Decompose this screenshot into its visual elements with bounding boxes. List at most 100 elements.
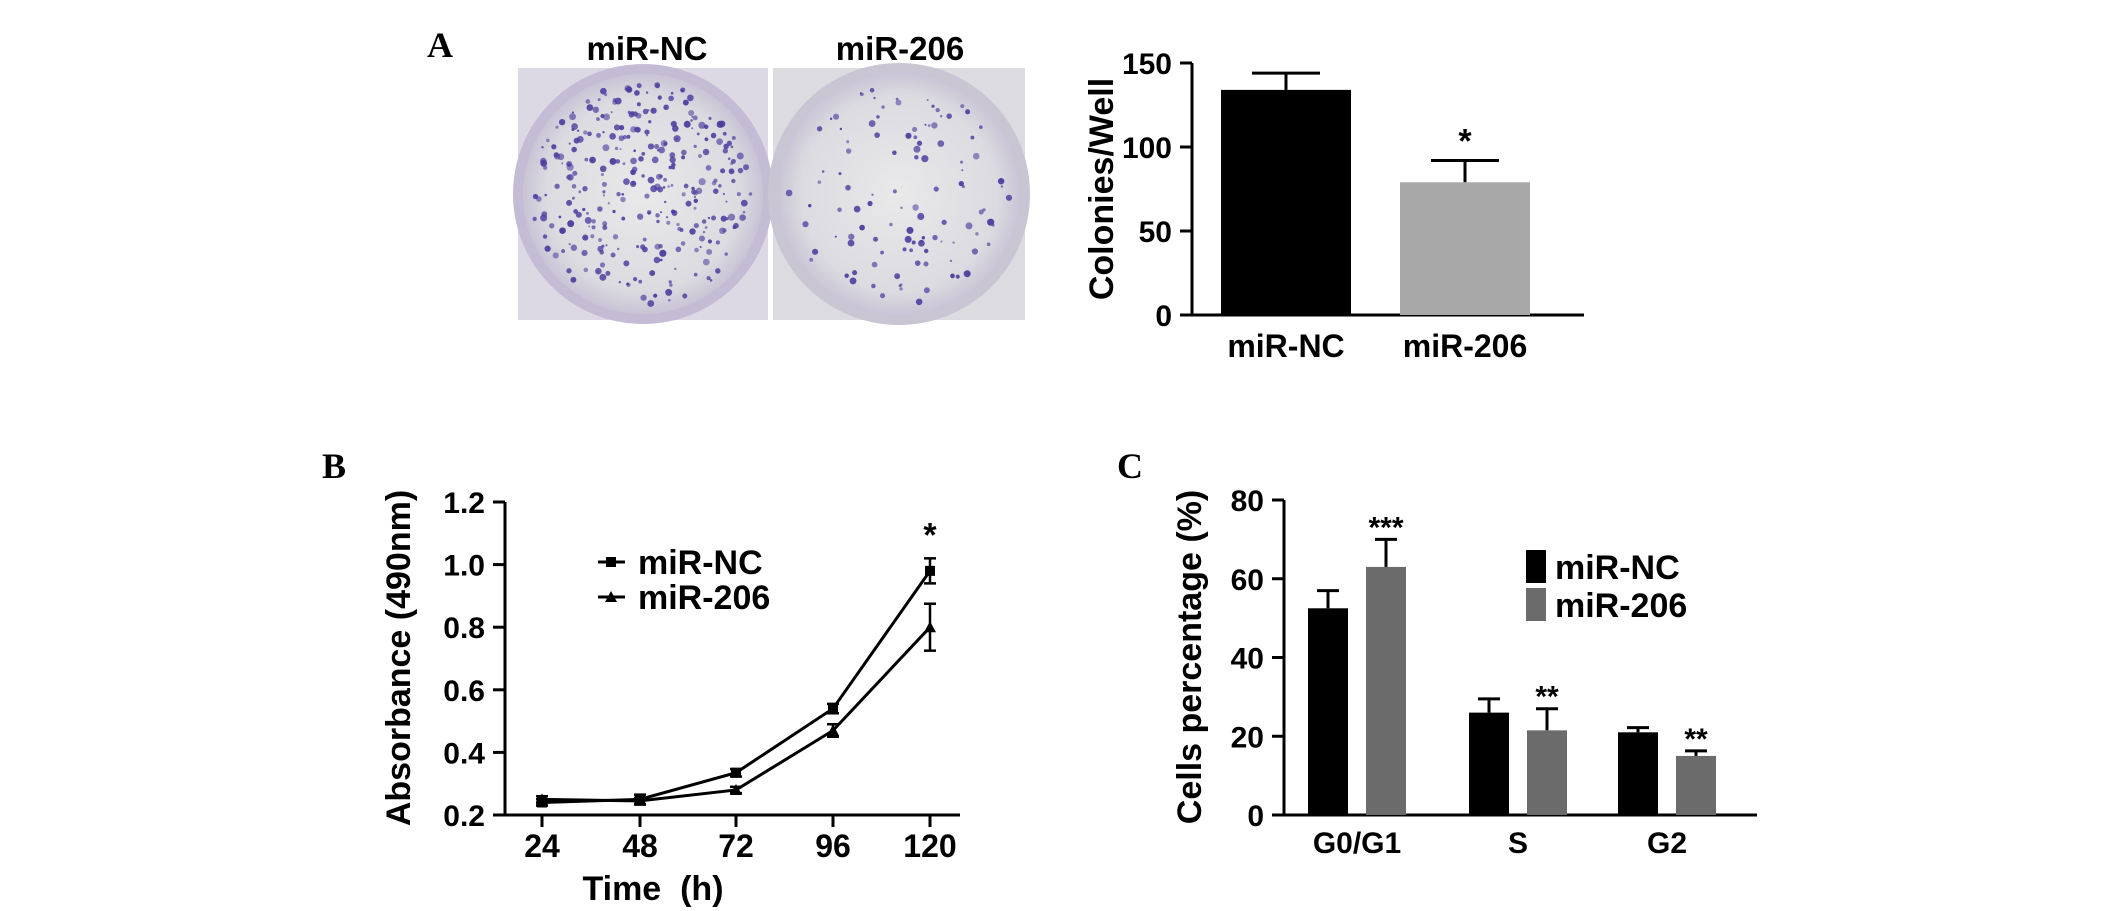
colony-dot (602, 194, 606, 197)
colony-dot (817, 180, 822, 184)
colony-dot (602, 130, 605, 134)
colony-dot (802, 221, 809, 228)
colony-dot (720, 168, 726, 174)
y-tick-label: 0 (1155, 300, 1172, 333)
y-tick-label: 100 (1122, 132, 1172, 165)
colony-dot (718, 184, 722, 188)
colony-dot (739, 214, 746, 221)
colony-dot (575, 211, 582, 218)
colony-dot (599, 165, 607, 173)
colony-dot (912, 126, 918, 132)
colony-dot (633, 149, 636, 153)
x-tick-label: 24 (524, 828, 560, 864)
colony-dot (663, 177, 668, 182)
colony-dot (566, 163, 574, 171)
colony-dot (636, 213, 644, 220)
colony-dot (715, 268, 721, 274)
legend-label-miR-206: miR-206 (1555, 587, 1687, 625)
colony-dot (632, 111, 638, 117)
colony-dot (622, 135, 628, 140)
colony-dot (847, 239, 855, 247)
colony-dot (731, 178, 736, 184)
panel-label-c: C (1117, 446, 1143, 486)
colony-dot (647, 176, 655, 184)
colony-dot (999, 178, 1003, 182)
colony-dots-nc (532, 82, 753, 307)
significance-marker: ** (1684, 723, 1708, 756)
colony-dot (653, 293, 658, 298)
colony-dot (642, 108, 649, 115)
colony-dot (673, 267, 677, 271)
colony-dot (946, 113, 952, 119)
colony-dot (554, 183, 560, 189)
colony-dot (892, 189, 897, 194)
y-tick-label: 0 (1247, 800, 1264, 833)
colony-dot (869, 87, 875, 93)
colony-dot (612, 234, 619, 240)
colony-dot (940, 240, 943, 243)
colony-dot (578, 190, 582, 194)
colony-dot (731, 135, 736, 140)
colony-dot (696, 132, 700, 136)
colony-dot (613, 124, 621, 131)
colony-dot (585, 99, 591, 104)
colony-dot (583, 267, 589, 273)
colony-dot (583, 130, 588, 135)
bar-miR-206 (1400, 182, 1530, 315)
colony-dot (691, 115, 694, 118)
colony-dot (713, 188, 719, 194)
colony-dot (811, 248, 819, 255)
chart-b-absorbance: 0.2 0.4 0.6 0.8 1.0 1.2 24 48 72 96 120 miR-NCmiR-2… (380, 487, 960, 908)
colony-dot (978, 125, 983, 129)
colony-dot (743, 164, 750, 171)
photo-label-206: miR-206 (836, 30, 964, 67)
bar-miR-NC (1221, 89, 1351, 315)
bar-miR-NC-G2 (1618, 732, 1658, 815)
colony-dot (605, 244, 608, 247)
colony-dot (582, 207, 586, 212)
colony-dot (706, 276, 711, 281)
colony-dot (785, 189, 793, 197)
colony-dot (711, 215, 717, 221)
colony-dot (634, 90, 640, 96)
colony-dot (715, 240, 720, 245)
colony-dot (958, 180, 964, 187)
colony-dot (668, 299, 671, 302)
colony-dot (921, 236, 926, 240)
colony-dot (622, 162, 626, 166)
colony-dot (991, 223, 995, 227)
panel-label-a: A (427, 25, 453, 65)
colony-dot (568, 242, 571, 246)
colony-dot (630, 126, 637, 133)
bar-miR-206-G2 (1676, 755, 1716, 815)
colony-dot (582, 185, 588, 192)
colony-dot (683, 183, 689, 189)
colony-dot (724, 252, 728, 256)
colony-dot (617, 247, 620, 251)
colony-dot (873, 96, 876, 100)
colony-dot (698, 178, 706, 186)
colony-dot (915, 298, 923, 306)
colony-dot (532, 193, 539, 200)
colony-dot (552, 252, 559, 259)
colony-dot (916, 140, 923, 146)
y-tick-label: 0.6 (443, 675, 485, 708)
colony-dot (595, 267, 602, 275)
colony-dot (728, 213, 736, 221)
colony-dot (572, 196, 575, 200)
colony-dot (859, 224, 865, 231)
y-axis-label: Absorbance (490nm) (380, 490, 418, 826)
colony-dot (597, 98, 601, 102)
colony-dot (650, 107, 657, 114)
colony-dot (551, 144, 557, 150)
colony-dot (680, 241, 686, 246)
colony-dot (600, 173, 604, 177)
y-tick-label: 1.2 (443, 487, 485, 520)
dish-photo-206 (768, 63, 1030, 325)
colony-dot (923, 287, 930, 294)
x-tick-label: miR-NC (1227, 328, 1344, 364)
colony-dot (923, 261, 929, 267)
colony-dot (829, 117, 833, 120)
colony-dot (641, 174, 645, 178)
colony-dot (918, 239, 925, 247)
